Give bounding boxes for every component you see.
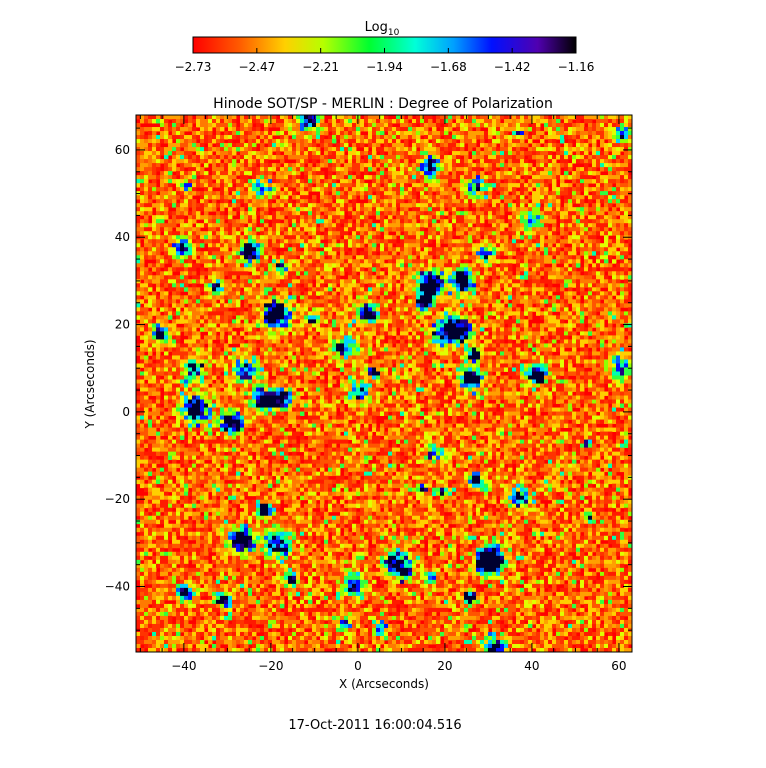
y-tick-label: −40 (105, 580, 130, 594)
y-tick-label: 40 (115, 230, 130, 244)
colorbar-label: Log10 (365, 20, 400, 38)
colorbar-tick-label: −1.94 (366, 60, 403, 74)
axis-ticks: −40 −20 0 20 40 60 −40 −20 0 20 40 60 (105, 115, 632, 673)
x-tick-label: 60 (611, 659, 626, 673)
y-tick-label: 20 (115, 318, 130, 332)
plot-frame (135, 114, 633, 653)
y-tick-label: −20 (105, 492, 130, 506)
colorbar-tick-label: −2.21 (302, 60, 339, 74)
heatmap-image (136, 115, 632, 652)
colorbar-ticks: −2.73 −2.47 −2.21 −1.94 −1.68 −1.42 −1.16 (175, 48, 595, 74)
y-tick-label: 0 (122, 405, 130, 419)
colorbar-tick-label: −1.42 (494, 60, 531, 74)
y-axis-label: Y (Arcseconds) (83, 339, 97, 429)
timestamp: 17-Oct-2011 16:00:04.516 (288, 718, 461, 733)
x-tick-label: 40 (524, 659, 539, 673)
x-tick-label: −40 (171, 659, 196, 673)
x-tick-label: 20 (437, 659, 452, 673)
y-tick-label: 60 (115, 143, 130, 157)
x-tick-label: 0 (354, 659, 362, 673)
colorbar-tick-label: −2.73 (175, 60, 212, 74)
chart-title: Hinode SOT/SP - MERLIN : Degree of Polar… (213, 96, 553, 112)
colorbar-tick-label: −2.47 (238, 60, 275, 74)
x-tick-label: −20 (258, 659, 283, 673)
x-axis-label: X (Arcseconds) (339, 677, 429, 691)
colorbar-tick-label: −1.16 (558, 60, 595, 74)
colorbar-tick-label: −1.68 (430, 60, 467, 74)
